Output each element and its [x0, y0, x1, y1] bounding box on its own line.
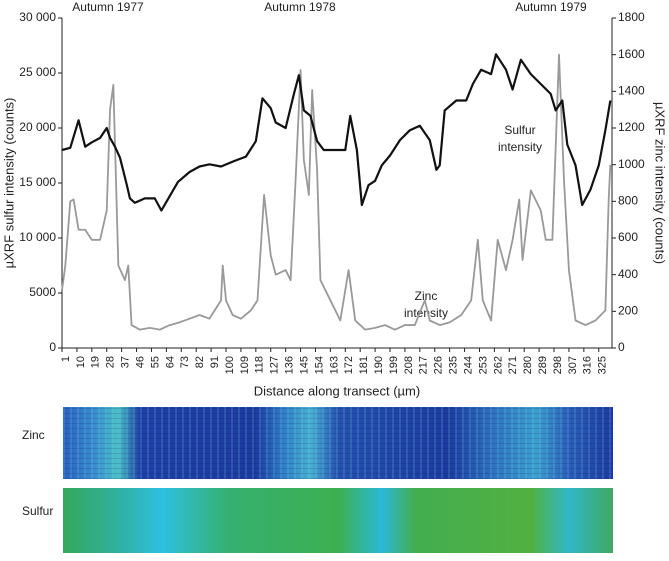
x-tick-label: 19 [90, 356, 102, 368]
x-tick-label: 199 [388, 356, 400, 374]
x-tick-label: 136 [284, 356, 296, 374]
annotation: Autumn 1978 [264, 0, 336, 14]
x-tick-label: 127 [269, 356, 281, 374]
x-tick-label: 154 [313, 356, 325, 374]
data-line [61, 53, 612, 212]
y-tick-label: 25 000 [19, 65, 56, 79]
y-axis-label: µXRF sulfur intensity (counts) [1, 98, 16, 269]
x-tick-label: 91 [209, 356, 221, 368]
annotation: intensity [404, 306, 448, 320]
panel-label: Zinc [22, 428, 45, 442]
x-tick-label: 325 [597, 356, 609, 374]
annotation: Autumn 1977 [72, 0, 144, 14]
x-tick-label: 253 [477, 356, 489, 374]
x-tick-label: 226 [433, 356, 445, 374]
x-tick-label: 190 [373, 356, 385, 374]
y2-tick-label: 1000 [618, 157, 645, 171]
y-tick-label: 5000 [29, 285, 56, 299]
annotation: Sulfur [504, 123, 535, 137]
x-tick-label: 73 [179, 356, 191, 368]
x-tick-label: 172 [343, 356, 355, 374]
x-tick-label: 46 [134, 356, 146, 368]
y2-tick-label: 800 [618, 194, 638, 208]
x-tick-label: 100 [224, 356, 236, 374]
x-tick-label: 316 [582, 356, 594, 374]
x-tick-label: 244 [462, 356, 474, 374]
y2-tick-label: 200 [618, 304, 638, 318]
x-tick-label: 64 [164, 356, 176, 368]
y2-tick-label: 1200 [618, 120, 645, 134]
x-tick-label: 163 [328, 356, 340, 374]
annotation: intensity [498, 140, 542, 154]
x-axis-label: Distance along transect (µm) [254, 383, 420, 398]
x-tick-label: 82 [194, 356, 206, 368]
zinc-texture [63, 407, 613, 479]
x-tick-label: 262 [492, 356, 504, 374]
x-tick-label: 118 [254, 356, 266, 374]
data-line [61, 53, 612, 331]
y2-tick-label: 600 [618, 230, 638, 244]
y-tick-label: 20 000 [19, 120, 56, 134]
y-tick-label: 15 000 [19, 175, 56, 189]
y2-tick-label: 1400 [618, 84, 645, 98]
x-tick-label: 109 [239, 356, 251, 374]
x-tick-label: 298 [552, 356, 564, 374]
x-tick-label: 289 [537, 356, 549, 374]
y-tick-label: 10 000 [19, 230, 56, 244]
x-tick-label: 235 [448, 356, 460, 374]
x-tick-label: 217 [418, 356, 430, 374]
y2-tick-label: 1800 [618, 10, 645, 24]
y-tick-label: 0 [49, 340, 56, 354]
x-tick-label: 280 [522, 356, 534, 374]
y2-tick-label: 1600 [618, 47, 645, 61]
x-tick-label: 10 [75, 356, 87, 368]
y2-axis-label: µXRF zinc intensity (counts) [653, 102, 668, 264]
annotation: Autumn 1979 [515, 0, 587, 14]
x-tick-label: 1 [60, 356, 72, 362]
x-tick-label: 55 [149, 356, 161, 368]
x-tick-label: 208 [403, 356, 415, 374]
x-tick-label: 28 [105, 356, 117, 368]
x-tick-label: 37 [120, 356, 132, 368]
x-tick-label: 307 [567, 356, 579, 374]
y2-tick-label: 0 [618, 340, 625, 354]
panel-label: Sulfur [22, 504, 53, 518]
x-tick-label: 145 [298, 356, 310, 374]
annotation: Zinc [415, 289, 438, 303]
y2-tick-label: 400 [618, 267, 638, 281]
x-tick-label: 181 [358, 356, 370, 374]
x-tick-label: 271 [507, 356, 519, 374]
y-tick-label: 30 000 [19, 10, 56, 24]
sulfur-map [63, 488, 613, 553]
